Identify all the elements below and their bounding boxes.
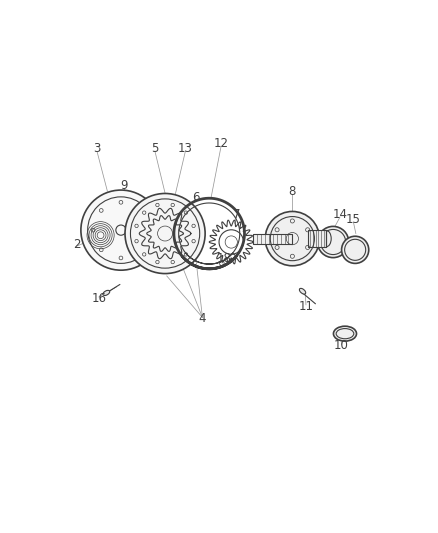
Text: 8: 8: [289, 184, 296, 198]
Bar: [253, 233, 292, 244]
Text: 10: 10: [334, 339, 349, 352]
Text: 18: 18: [217, 253, 232, 265]
Bar: [307, 230, 326, 247]
Text: 6: 6: [192, 191, 199, 204]
Circle shape: [125, 193, 205, 273]
Ellipse shape: [103, 290, 110, 295]
Circle shape: [81, 190, 161, 270]
Ellipse shape: [333, 326, 357, 341]
Text: 7: 7: [233, 208, 240, 221]
Text: 4: 4: [199, 312, 206, 325]
Text: 15: 15: [346, 213, 361, 227]
Text: 5: 5: [151, 142, 159, 155]
Text: 9: 9: [120, 180, 128, 192]
Text: 16: 16: [92, 292, 106, 304]
Text: 14: 14: [332, 208, 347, 221]
Text: 12: 12: [214, 137, 229, 150]
Text: 2: 2: [73, 238, 81, 251]
Circle shape: [342, 236, 369, 263]
Text: 11: 11: [298, 300, 314, 313]
Ellipse shape: [300, 288, 306, 294]
Circle shape: [265, 212, 320, 266]
Text: 13: 13: [178, 142, 193, 155]
Text: 3: 3: [93, 142, 101, 155]
Circle shape: [318, 227, 349, 257]
